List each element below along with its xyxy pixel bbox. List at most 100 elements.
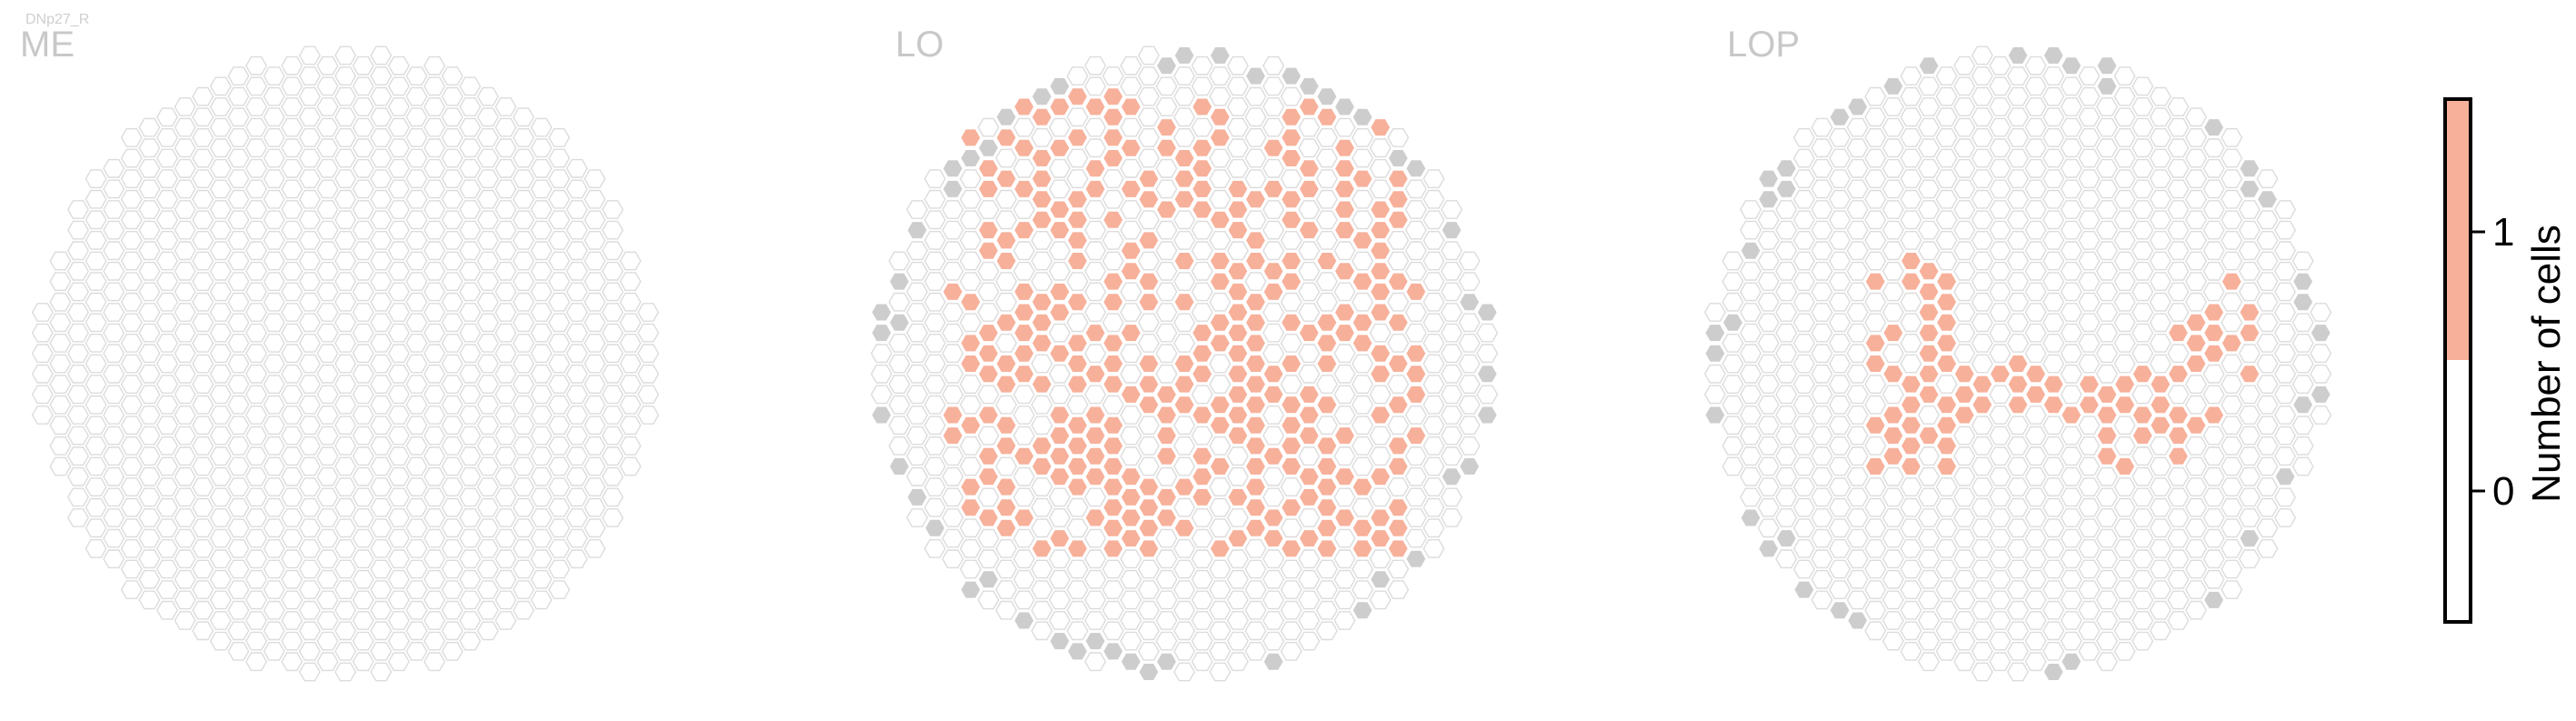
panel-title-me: ME (20, 25, 75, 65)
lop-column-filled (2006, 395, 2030, 415)
lop-column-empty (1935, 539, 1958, 558)
lop-column-empty (1722, 436, 1744, 456)
lop-column-empty (1971, 230, 1993, 250)
lop-column-empty (1775, 220, 1798, 240)
lop-column-empty (2024, 344, 2047, 364)
lo-column-missing (1440, 220, 1463, 240)
panel-lop: LOP (1703, 25, 2332, 682)
me-column-empty (263, 334, 285, 353)
lop-column-empty (2113, 230, 2136, 250)
lop-column-empty (2024, 406, 2047, 425)
me-column-empty (601, 220, 624, 240)
me-column-empty (619, 334, 642, 353)
me-column-empty (66, 323, 90, 343)
me-column-empty (459, 364, 482, 384)
lop-column-empty (2149, 559, 2172, 579)
lop-column-empty (2149, 230, 2172, 250)
lop-column-empty (2149, 354, 2172, 374)
lo-column-filled (1031, 107, 1053, 127)
lop-column-filled (2167, 406, 2190, 425)
me-column-empty (298, 189, 321, 209)
me-column-empty (387, 569, 410, 589)
lo-column-empty (1048, 385, 1071, 405)
lo-column-filled (1226, 282, 1249, 302)
lo-column-empty (1191, 426, 1213, 446)
lo-column-filled (1173, 251, 1196, 271)
lo-column-empty (1209, 518, 1232, 538)
me-column-empty (370, 107, 393, 127)
lo-column-filled (1137, 375, 1160, 394)
me-column-empty (192, 600, 215, 620)
me-column-empty (245, 466, 268, 486)
lo-column-empty (1262, 549, 1285, 569)
lo-column-empty (1013, 158, 1035, 178)
lop-column-empty (1971, 334, 1993, 353)
me-column-empty (316, 55, 339, 75)
lop-column-filled (2113, 375, 2136, 394)
me-column-empty (209, 569, 232, 589)
lop-column-empty (1882, 528, 1904, 548)
lo-column-filled (1102, 354, 1124, 374)
lo-column-empty (1173, 334, 1196, 353)
lo-column-empty (1066, 580, 1089, 599)
me-column-empty (512, 313, 535, 333)
me-column-empty (459, 569, 482, 589)
me-column-empty (138, 282, 161, 302)
lo-column-empty (1209, 66, 1232, 86)
lop-column-empty (1792, 313, 1815, 333)
me-column-empty (423, 569, 446, 589)
me-column-empty (494, 426, 517, 446)
lop-column-empty (2149, 621, 2172, 641)
lop-column-empty (1864, 600, 1887, 620)
lo-column-empty (1387, 580, 1410, 599)
lop-column-empty (2095, 97, 2119, 116)
lop-column-empty (2024, 323, 2047, 343)
me-column-empty (174, 303, 196, 322)
me-column-empty (155, 395, 179, 415)
me-column-empty (637, 344, 660, 364)
lo-column-empty (977, 385, 1000, 405)
me-column-empty (138, 344, 161, 364)
lo-column-empty (1066, 497, 1089, 517)
lop-column-empty (2060, 179, 2082, 199)
lop-column-missing (2042, 662, 2065, 682)
me-column-empty (245, 117, 268, 137)
lop-column-empty (2256, 334, 2279, 353)
me-column-empty (281, 282, 304, 302)
lop-column-filled (1935, 416, 1958, 436)
me-column-empty (227, 580, 250, 599)
colorbar-tick-label-one: 1 (2492, 210, 2514, 255)
lop-column-empty (1989, 241, 2012, 261)
lo-column-empty (1262, 241, 1285, 261)
lo-column-empty (888, 354, 911, 374)
me-column-empty (103, 179, 125, 199)
me-column-empty (548, 375, 571, 394)
lo-column-filled (1226, 220, 1249, 240)
lo-column-empty (1244, 272, 1267, 291)
lo-column-filled (1280, 539, 1303, 558)
me-column-empty (530, 241, 553, 261)
me-column-empty (423, 344, 446, 364)
lo-column-filled (1013, 282, 1035, 302)
lo-column-empty (959, 395, 982, 415)
lop-column-empty (1757, 334, 1780, 353)
lop-column-empty (1989, 446, 2012, 466)
me-column-empty (298, 621, 321, 641)
lo-column-empty (1209, 642, 1232, 661)
me-column-empty (49, 292, 72, 312)
lo-column-filled (1013, 303, 1035, 322)
me-column-empty (459, 282, 482, 302)
me-column-empty (281, 611, 304, 630)
me-column-empty (601, 344, 624, 364)
lop-column-filled (1900, 416, 1922, 436)
me-column-empty (66, 241, 90, 261)
lo-column-empty (905, 323, 929, 343)
lo-column-empty (1333, 282, 1356, 302)
me-column-empty (103, 508, 125, 527)
lo-column-empty (1083, 76, 1107, 96)
lo-column-empty (1120, 406, 1143, 425)
me-column-empty (155, 313, 179, 333)
lo-column-filled (1226, 528, 1249, 548)
lop-column-empty (1864, 497, 1887, 517)
lop-column-empty (2256, 272, 2279, 291)
